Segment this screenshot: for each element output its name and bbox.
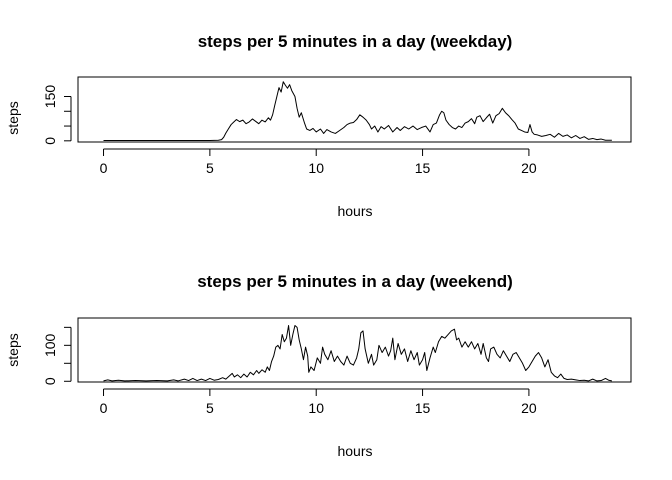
x-tick-label: 20 — [521, 400, 537, 416]
y-tick-label: 0 — [42, 377, 58, 385]
plot-frame — [77, 76, 632, 143]
panel-weekday: steps per 5 minutes in a day (weekday) h… — [5, 32, 632, 219]
x-tick-label: 10 — [308, 160, 324, 176]
x-tick-label: 10 — [308, 400, 324, 416]
x-tick-label: 5 — [206, 400, 214, 416]
series-group — [103, 81, 612, 142]
x-tick-label: 20 — [521, 160, 537, 176]
chart-title: steps per 5 minutes in a day (weekday) — [198, 32, 513, 51]
x-tick-label: 15 — [415, 400, 431, 416]
y-tick-label: 150 — [42, 85, 58, 109]
x-tick-label: 0 — [100, 400, 108, 416]
series-group — [103, 325, 612, 382]
y-axis-label: steps — [5, 333, 21, 366]
x-axis: 0 5 10 15 20 — [100, 148, 537, 176]
x-axis-label: hours — [337, 443, 372, 459]
x-axis-label: hours — [337, 203, 372, 219]
plot-frame — [77, 317, 632, 383]
y-tick-label: 0 — [42, 137, 58, 145]
panel-weekend: steps per 5 minutes in a day (weekend) h… — [5, 272, 632, 459]
x-axis: 0 5 10 15 20 — [100, 388, 537, 416]
y-axis-label: steps — [5, 101, 21, 134]
x-tick-label: 15 — [415, 160, 431, 176]
x-tick-label: 0 — [100, 160, 108, 176]
series-line — [103, 325, 612, 382]
chart-title: steps per 5 minutes in a day (weekend) — [197, 272, 513, 291]
series-line — [103, 81, 612, 142]
y-tick-label: 100 — [42, 333, 58, 357]
x-tick-label: 5 — [206, 160, 214, 176]
y-axis: 0 150 — [42, 85, 72, 145]
y-axis: 0 100 — [42, 326, 72, 385]
